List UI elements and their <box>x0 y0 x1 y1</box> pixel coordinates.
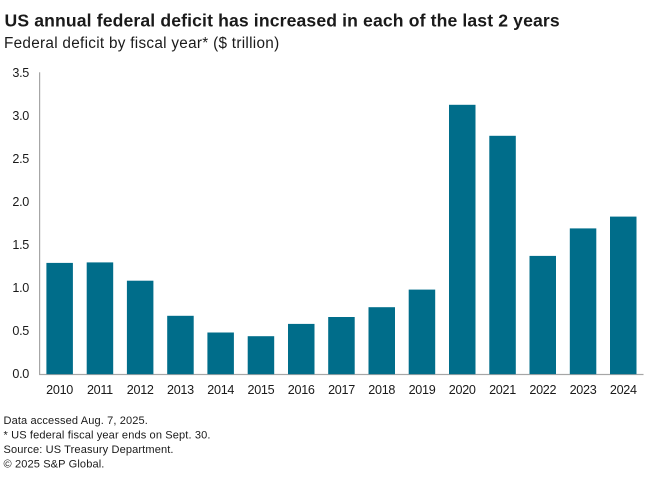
svg-text:2011: 2011 <box>87 383 113 397</box>
svg-text:2015: 2015 <box>247 383 274 397</box>
svg-text:US annual federal deficit has: US annual federal deficit has increased … <box>5 11 560 31</box>
svg-text:0.5: 0.5 <box>12 324 29 338</box>
svg-text:2012: 2012 <box>127 383 154 397</box>
svg-text:2.5: 2.5 <box>12 152 29 166</box>
svg-text:3.5: 3.5 <box>12 66 29 80</box>
svg-text:2024: 2024 <box>610 383 637 397</box>
svg-text:2022: 2022 <box>529 383 556 397</box>
svg-text:2010: 2010 <box>46 383 73 397</box>
svg-text:Federal deficit by fiscal year: Federal deficit by fiscal year* ($ trill… <box>4 35 279 52</box>
svg-text:2020: 2020 <box>449 383 476 397</box>
svg-text:2021: 2021 <box>489 383 516 397</box>
svg-text:© 2025 S&P Global.: © 2025 S&P Global. <box>4 458 105 470</box>
svg-text:3.0: 3.0 <box>12 109 29 123</box>
svg-text:2014: 2014 <box>207 383 234 397</box>
svg-text:1.5: 1.5 <box>12 238 29 252</box>
svg-text:2016: 2016 <box>288 383 315 397</box>
svg-text:0.0: 0.0 <box>12 367 29 381</box>
svg-text:2023: 2023 <box>570 383 597 397</box>
svg-text:2.0: 2.0 <box>12 195 29 209</box>
svg-text:2017: 2017 <box>328 383 355 397</box>
svg-text:1.0: 1.0 <box>12 281 29 295</box>
svg-text:2013: 2013 <box>167 383 194 397</box>
svg-text:* US federal fiscal year ends: * US federal fiscal year ends on Sept. 3… <box>4 430 211 442</box>
svg-text:2018: 2018 <box>368 383 395 397</box>
svg-text:2019: 2019 <box>409 383 436 397</box>
svg-text:Source: US Treasury Department: Source: US Treasury Department. <box>4 444 174 456</box>
svg-text:Data accessed Aug. 7, 2025.: Data accessed Aug. 7, 2025. <box>4 415 149 427</box>
